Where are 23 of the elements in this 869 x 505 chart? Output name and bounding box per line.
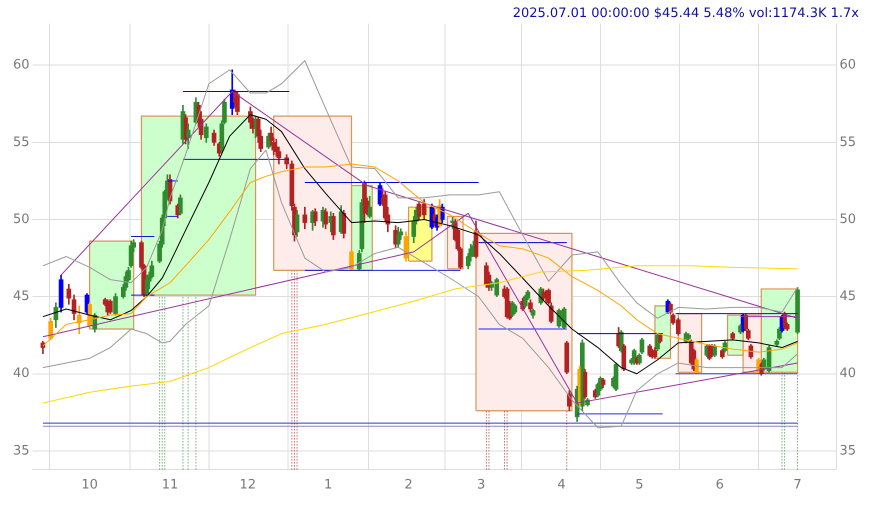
x-tick-label: 11 — [162, 478, 178, 493]
x-tick-label: 4 — [557, 478, 566, 493]
y-tick-label: 55 — [12, 134, 30, 150]
x-tick-label: 2 — [404, 478, 413, 493]
y-tick-label: 45 — [12, 289, 30, 304]
y2-tick-label: 50 — [839, 212, 856, 227]
y2-tick-label: 60 — [839, 58, 856, 73]
y-tick-label: 60 — [12, 58, 30, 73]
x-tick-label: 3 — [477, 478, 486, 493]
y-tick-label: 50 — [12, 212, 30, 227]
chart-title: 2025.07.01 00:00:00 $45.44 5.48% vol:1174.3K 1.7x — [512, 6, 860, 22]
y-tick-label: 40 — [12, 366, 30, 382]
y2-tick-label: 40 — [839, 366, 856, 382]
x-tick-label: 6 — [716, 478, 724, 493]
y2-tick-label: 55 — [839, 134, 856, 150]
y2-tick-label: 35 — [839, 443, 856, 458]
x-tick-label: 5 — [635, 478, 644, 493]
x-tick-label: 10 — [81, 478, 98, 493]
x-tick-label: 1 — [324, 478, 332, 493]
x-tick-label: 7 — [793, 478, 802, 493]
y-tick-label: 35 — [12, 443, 30, 458]
y2-tick-label: 45 — [839, 289, 856, 304]
x-tick-label: 12 — [240, 478, 256, 493]
